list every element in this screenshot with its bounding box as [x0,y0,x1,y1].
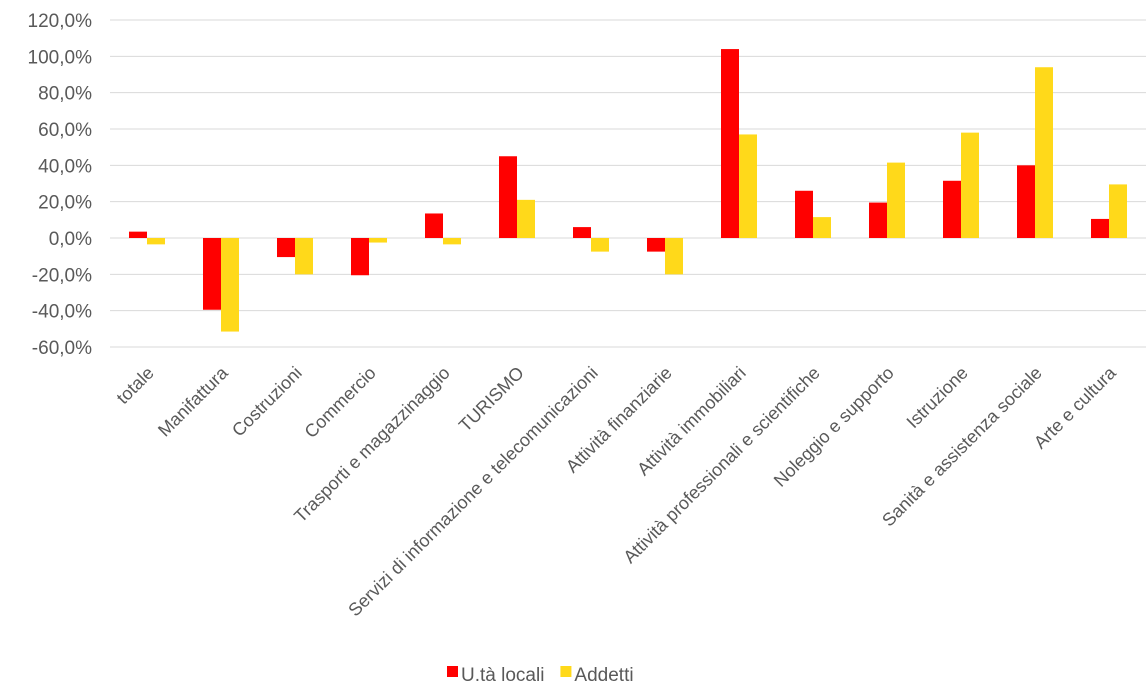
legend-swatch [447,666,458,677]
y-tick-label: 20,0% [38,193,92,214]
x-axis-category-labels: totaleManifatturaCostruzioniCommercioTra… [113,362,1121,620]
x-category-label: TURISMO [455,363,528,436]
bar-addetti [295,238,313,275]
bar-addetti [739,134,757,238]
y-axis-tick-labels: 120,0% 100,0% 80,0% 60,0% 40,0% 20,0% 0,0% -20,… [28,11,93,359]
y-tick-label: 0,0% [49,229,92,250]
legend: U.tà locali Addetti [447,665,634,686]
bar-unita-locali [721,49,739,238]
bar-addetti [591,238,609,252]
bar-addetti [221,238,239,332]
bar-unita-locali [499,156,517,238]
legend-label: Addetti [574,665,633,686]
x-category-label: Noleggio e supporto [770,363,898,491]
bar-unita-locali [869,202,887,238]
bar-addetti [813,217,831,238]
x-category-label: Servizi di informazione e telecomunicazi… [344,363,602,621]
x-category-label: Costruzioni [228,363,306,441]
x-category-label: Sanità e assistenza sociale [878,363,1046,531]
bar-addetti [961,132,979,238]
bar-addetti [665,238,683,275]
bar-addetti [1109,184,1127,238]
y-tick-label: 120,0% [28,11,93,32]
bar-unita-locali [573,227,591,238]
y-tick-label: 40,0% [38,156,92,177]
bars [129,49,1127,332]
bar-addetti [887,162,905,238]
bar-addetti [147,238,165,245]
legend-swatch [560,666,572,677]
y-tick-label: 60,0% [38,120,92,141]
bar-addetti [1035,67,1053,238]
bar-unita-locali [129,231,147,238]
y-tick-label: 80,0% [38,84,92,105]
y-tick-label: 100,0% [28,47,93,68]
y-tick-label: -60,0% [32,338,92,359]
x-category-label: Trasporti e magazzinaggio [290,363,454,527]
x-category-label: Manifattura [154,362,233,441]
bar-addetti [369,238,387,243]
legend-label: U.tà locali [461,665,544,686]
bar-addetti [443,238,461,245]
bar-unita-locali [943,180,961,238]
x-category-label: totale [113,363,158,408]
y-tick-label: -40,0% [32,302,92,323]
gridlines [110,19,1146,348]
x-category-label: Istruzione [902,363,971,432]
bar-unita-locali [647,238,665,252]
bar-unita-locali [1017,165,1035,238]
bar-unita-locali [203,238,221,310]
bar-unita-locali [425,213,443,238]
bar-unita-locali [1091,218,1109,238]
bar-unita-locali [795,190,813,238]
bar-unita-locali [277,238,295,258]
bar-addetti [517,199,535,238]
x-category-label: Commercio [301,363,380,442]
y-tick-label: -20,0% [32,265,92,286]
bar-unita-locali [351,238,369,276]
